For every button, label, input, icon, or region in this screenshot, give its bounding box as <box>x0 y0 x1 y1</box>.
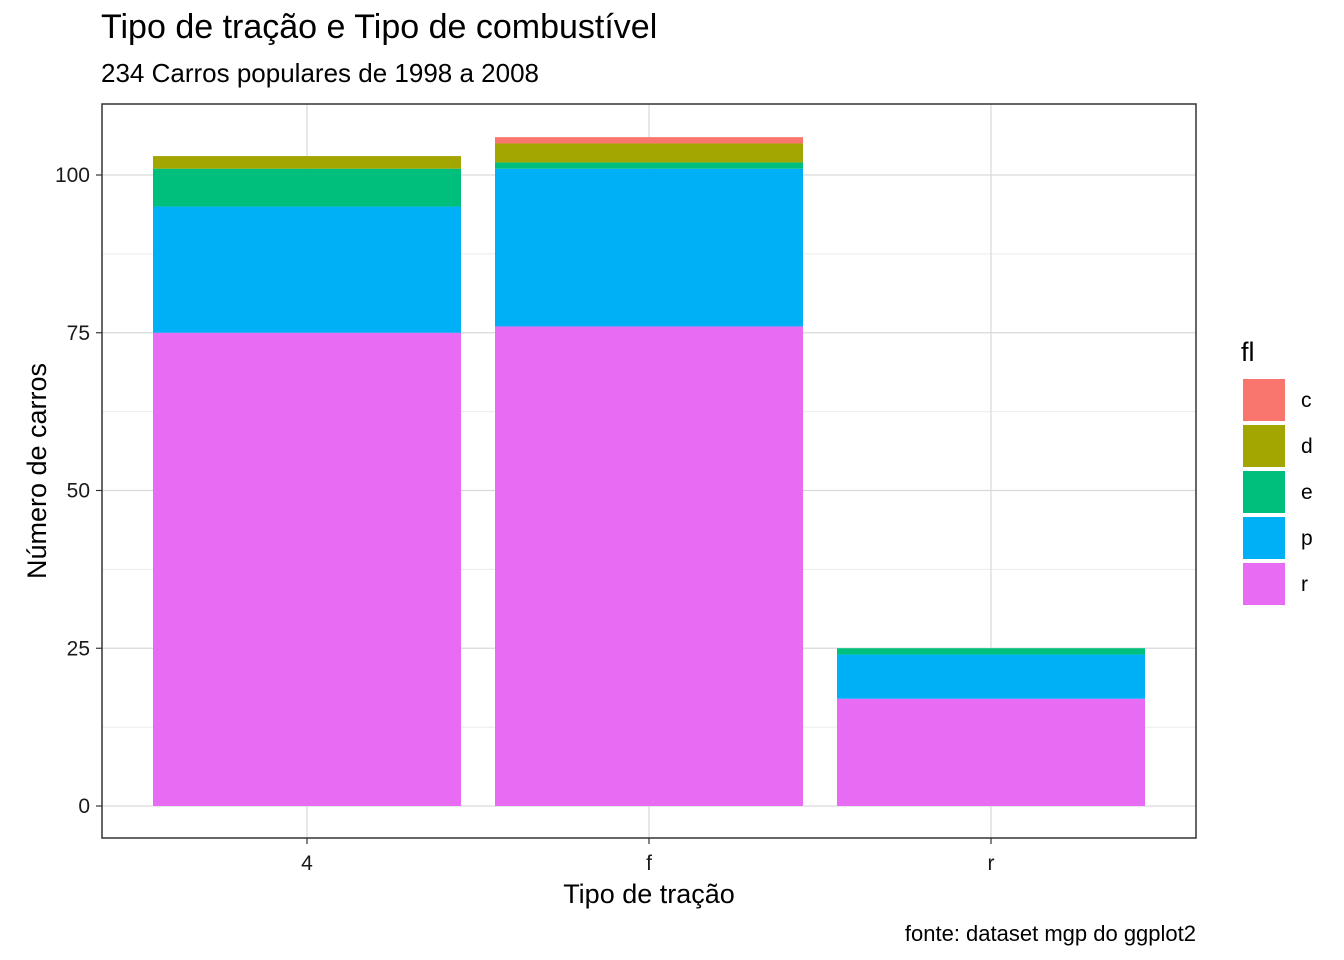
y-tick-label: 0 <box>78 795 90 818</box>
legend-label-e: e <box>1301 481 1313 504</box>
legend-key-d <box>1243 425 1285 467</box>
legend-label-p: p <box>1301 527 1313 550</box>
x-axis-title: Tipo de tração <box>563 879 735 909</box>
bar-segment-e-r <box>837 648 1145 655</box>
bar-segment-r-4 <box>153 332 461 806</box>
bar-segment-d-4 <box>153 156 461 169</box>
legend-key-r <box>1243 563 1285 605</box>
y-tick-label: 25 <box>67 637 90 660</box>
legend-key-p <box>1243 517 1285 559</box>
x-tick-label: f <box>646 852 652 875</box>
x-tick-label: r <box>988 852 995 875</box>
bar-segment-e-4 <box>153 168 461 207</box>
y-axis-title: Número de carros <box>22 363 52 579</box>
bar-segment-r-r <box>837 698 1145 806</box>
legend-key-c <box>1243 379 1285 421</box>
bar-segment-p-f <box>495 168 803 327</box>
bars <box>153 137 1145 806</box>
chart-title: Tipo de tração e Tipo de combustível <box>101 8 658 46</box>
bar-segment-p-4 <box>153 206 461 333</box>
legend-label-r: r <box>1301 573 1308 596</box>
chart-subtitle: 234 Carros populares de 1998 a 2008 <box>101 58 539 88</box>
bar-segment-d-f <box>495 143 803 163</box>
chart-caption: fonte: dataset mgp do ggplot2 <box>904 921 1196 946</box>
bar-segment-e-f <box>495 162 803 169</box>
axes: 0 25 50 75 100 4 f r <box>55 164 995 875</box>
legend-key-e <box>1243 471 1285 513</box>
legend-title: fl <box>1241 337 1255 367</box>
legend-label-d: d <box>1301 435 1313 458</box>
bar-segment-p-r <box>837 654 1145 699</box>
y-tick-label: 50 <box>67 480 90 503</box>
x-tick-label: 4 <box>301 852 313 875</box>
legend-label-c: c <box>1301 389 1312 412</box>
y-tick-label: 75 <box>67 322 90 345</box>
bar-segment-c-f <box>495 137 803 144</box>
y-tick-label: 100 <box>55 164 90 187</box>
bar-segment-r-f <box>495 326 803 806</box>
